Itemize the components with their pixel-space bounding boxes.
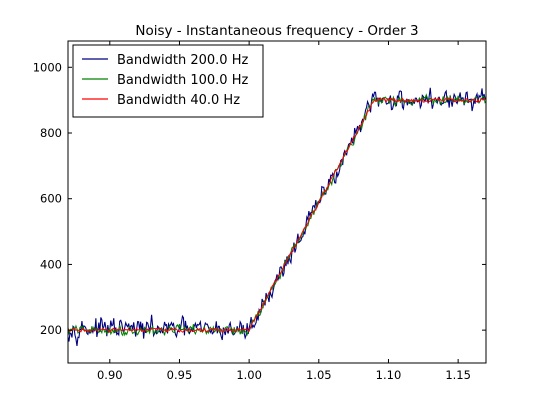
- y-tick-label: 400: [40, 257, 62, 271]
- y-tick-label: 1000: [33, 60, 62, 74]
- legend-label-3: Bandwidth 40.0 Hz: [117, 93, 240, 108]
- x-tick-label: 1.15: [445, 368, 471, 382]
- y-tick-label: 200: [40, 323, 62, 337]
- series-line-1: [67, 87, 487, 347]
- plot-border: [67, 40, 487, 364]
- legend-box: [72, 44, 264, 118]
- y-tick-label: 800: [40, 126, 62, 140]
- y-axis: 200 400 600 800 1000: [33, 60, 486, 337]
- chart-title: Noisy - Instantaneous frequency - Order …: [135, 23, 418, 39]
- series-layer: [67, 87, 487, 347]
- x-tick-label: 0.95: [167, 368, 193, 382]
- x-tick-label: 0.90: [97, 368, 123, 382]
- y-tick-label: 600: [40, 192, 62, 206]
- x-tick-label: 1.05: [306, 368, 332, 382]
- x-axis: 0.90 0.95 1.00 1.05 1.10 1.15: [97, 41, 471, 382]
- legend-label-1: Bandwidth 200.0 Hz: [117, 53, 248, 68]
- legend-label-2: Bandwidth 100.0 Hz: [117, 73, 248, 88]
- series-line-3: [67, 97, 487, 334]
- x-tick-label: 1.00: [236, 368, 262, 382]
- legend: Bandwidth 200.0 Hz Bandwidth 100.0 Hz Band…: [72, 44, 264, 118]
- x-tick-label: 1.10: [376, 368, 402, 382]
